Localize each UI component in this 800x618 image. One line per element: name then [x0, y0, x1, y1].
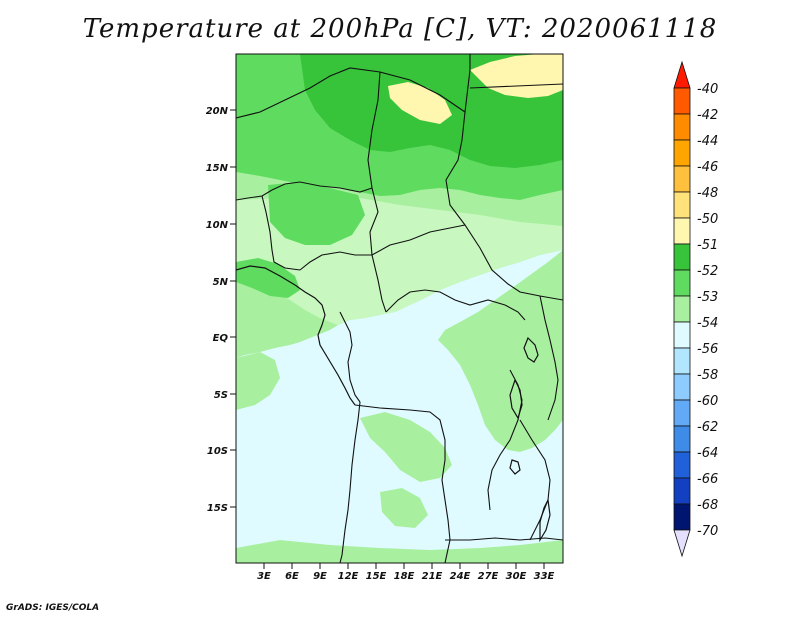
- coastline: [236, 265, 551, 543]
- medium-green-coast: [236, 258, 300, 298]
- colorbar-label: -58: [697, 368, 718, 383]
- x-tick-label: 12E: [338, 571, 359, 582]
- lake-outline: [539, 497, 551, 543]
- x-tick-label: 15E: [366, 571, 387, 582]
- border-line: [339, 311, 361, 403]
- colorbar-label: -50: [697, 212, 718, 227]
- y-tick-label: 5N: [213, 277, 229, 288]
- colorbar-box: [673, 165, 691, 193]
- colorbar-label: -64: [697, 446, 718, 461]
- y-axis: 20N 15N 10N 5N EQ 5S 10S 15S: [206, 106, 236, 514]
- y-tick-label: 5S: [214, 390, 228, 401]
- lake-outline: [523, 336, 539, 363]
- colorbar-top-arrow: [673, 60, 691, 89]
- lake-outline: [509, 459, 521, 475]
- light-green-south-3: [236, 540, 563, 563]
- colorbar-box: [673, 399, 691, 427]
- colorbar-box: [673, 503, 691, 531]
- x-tick-label: 27E: [478, 571, 499, 582]
- colorbar-label: -44: [697, 134, 718, 149]
- colorbar: -40 -42 -44 -46 -48 -50 -51 -52 -53 -54 -56 -58 -60 -…: [673, 60, 718, 558]
- colorbar-label: -62: [697, 420, 718, 435]
- colorbar-box: [673, 243, 691, 271]
- country-borders: [236, 54, 563, 563]
- colorbar-label: -60: [697, 394, 718, 409]
- x-tick-label: 33E: [534, 571, 555, 582]
- colorbar-label: -40: [697, 82, 718, 97]
- colorbar-box: [673, 477, 691, 505]
- colorbar-label: -53: [697, 290, 718, 305]
- colorbar-box: [673, 321, 691, 349]
- colorbar-label: -48: [697, 186, 718, 201]
- map-frame: [235, 53, 564, 564]
- x-tick-label: 9E: [313, 571, 327, 582]
- x-tick-label: 30E: [506, 571, 527, 582]
- lake-outline: [509, 378, 523, 420]
- y-tick-label: 20N: [206, 106, 229, 117]
- light-green-south-1: [360, 412, 452, 482]
- coast-line: [236, 265, 356, 406]
- light-green-south-2: [380, 488, 428, 528]
- colorbar-box: [673, 347, 691, 375]
- colorbar-box: [673, 425, 691, 453]
- border-line: [354, 404, 451, 563]
- border-line: [236, 181, 373, 201]
- colorbar-label: -66: [697, 472, 718, 487]
- light-green-southwest: [236, 352, 280, 410]
- colorbar-box: [673, 295, 691, 323]
- y-tick-label: 10S: [207, 446, 228, 457]
- colorbar-box: [673, 217, 691, 245]
- y-tick-label: EQ: [213, 333, 229, 344]
- colorbar-label: -52: [697, 264, 718, 279]
- colorbar-label: -42: [697, 108, 718, 123]
- colorbar-box: [673, 373, 691, 401]
- colorbar-box: [673, 113, 691, 141]
- colorbar-box: [673, 269, 691, 297]
- border-line: [539, 295, 559, 421]
- colorbar-label: -56: [697, 342, 718, 357]
- colorbar-label: -68: [697, 498, 718, 513]
- light-green-east: [438, 250, 563, 452]
- border-line: [261, 195, 301, 271]
- x-tick-label: 24E: [450, 571, 471, 582]
- colorbar-bottom-arrow: [673, 529, 691, 558]
- x-tick-label: 3E: [257, 571, 271, 582]
- border-line: [445, 111, 563, 301]
- border-line: [339, 401, 361, 563]
- colorbar-box: [673, 451, 691, 479]
- colorbar-label: -46: [697, 160, 718, 175]
- border-line: [367, 71, 387, 313]
- map-fill: [236, 54, 563, 563]
- border-line: [445, 537, 563, 541]
- y-tick-label: 15N: [206, 163, 229, 174]
- x-axis: 3E 6E 9E 12E 15E 18E 21E 24E 27E 30E 33E: [257, 563, 555, 582]
- border-line: [469, 83, 563, 89]
- x-tick-label: 21E: [422, 571, 443, 582]
- colorbar-label: -51: [697, 238, 718, 253]
- colorbar-box: [673, 139, 691, 167]
- border-line: [371, 224, 466, 256]
- colorbar-label: -70: [697, 524, 718, 539]
- y-tick-label: 15S: [207, 503, 228, 514]
- colorbar-box: [673, 87, 691, 115]
- chart-title: Temperature at 200hPa [C], VT: 202006111…: [82, 14, 718, 44]
- grads-credit: GrADS: IGES/COLA: [6, 603, 100, 613]
- pale-yellow-center: [388, 82, 452, 124]
- y-tick-label: 10N: [206, 220, 229, 231]
- border-line: [236, 54, 471, 119]
- colorbar-label: -54: [697, 316, 718, 331]
- x-tick-label: 18E: [394, 571, 415, 582]
- x-tick-label: 6E: [285, 571, 299, 582]
- border-line: [299, 251, 372, 271]
- border-line: [385, 289, 526, 321]
- medium-green-west: [268, 182, 365, 245]
- colorbar-box: [673, 191, 691, 219]
